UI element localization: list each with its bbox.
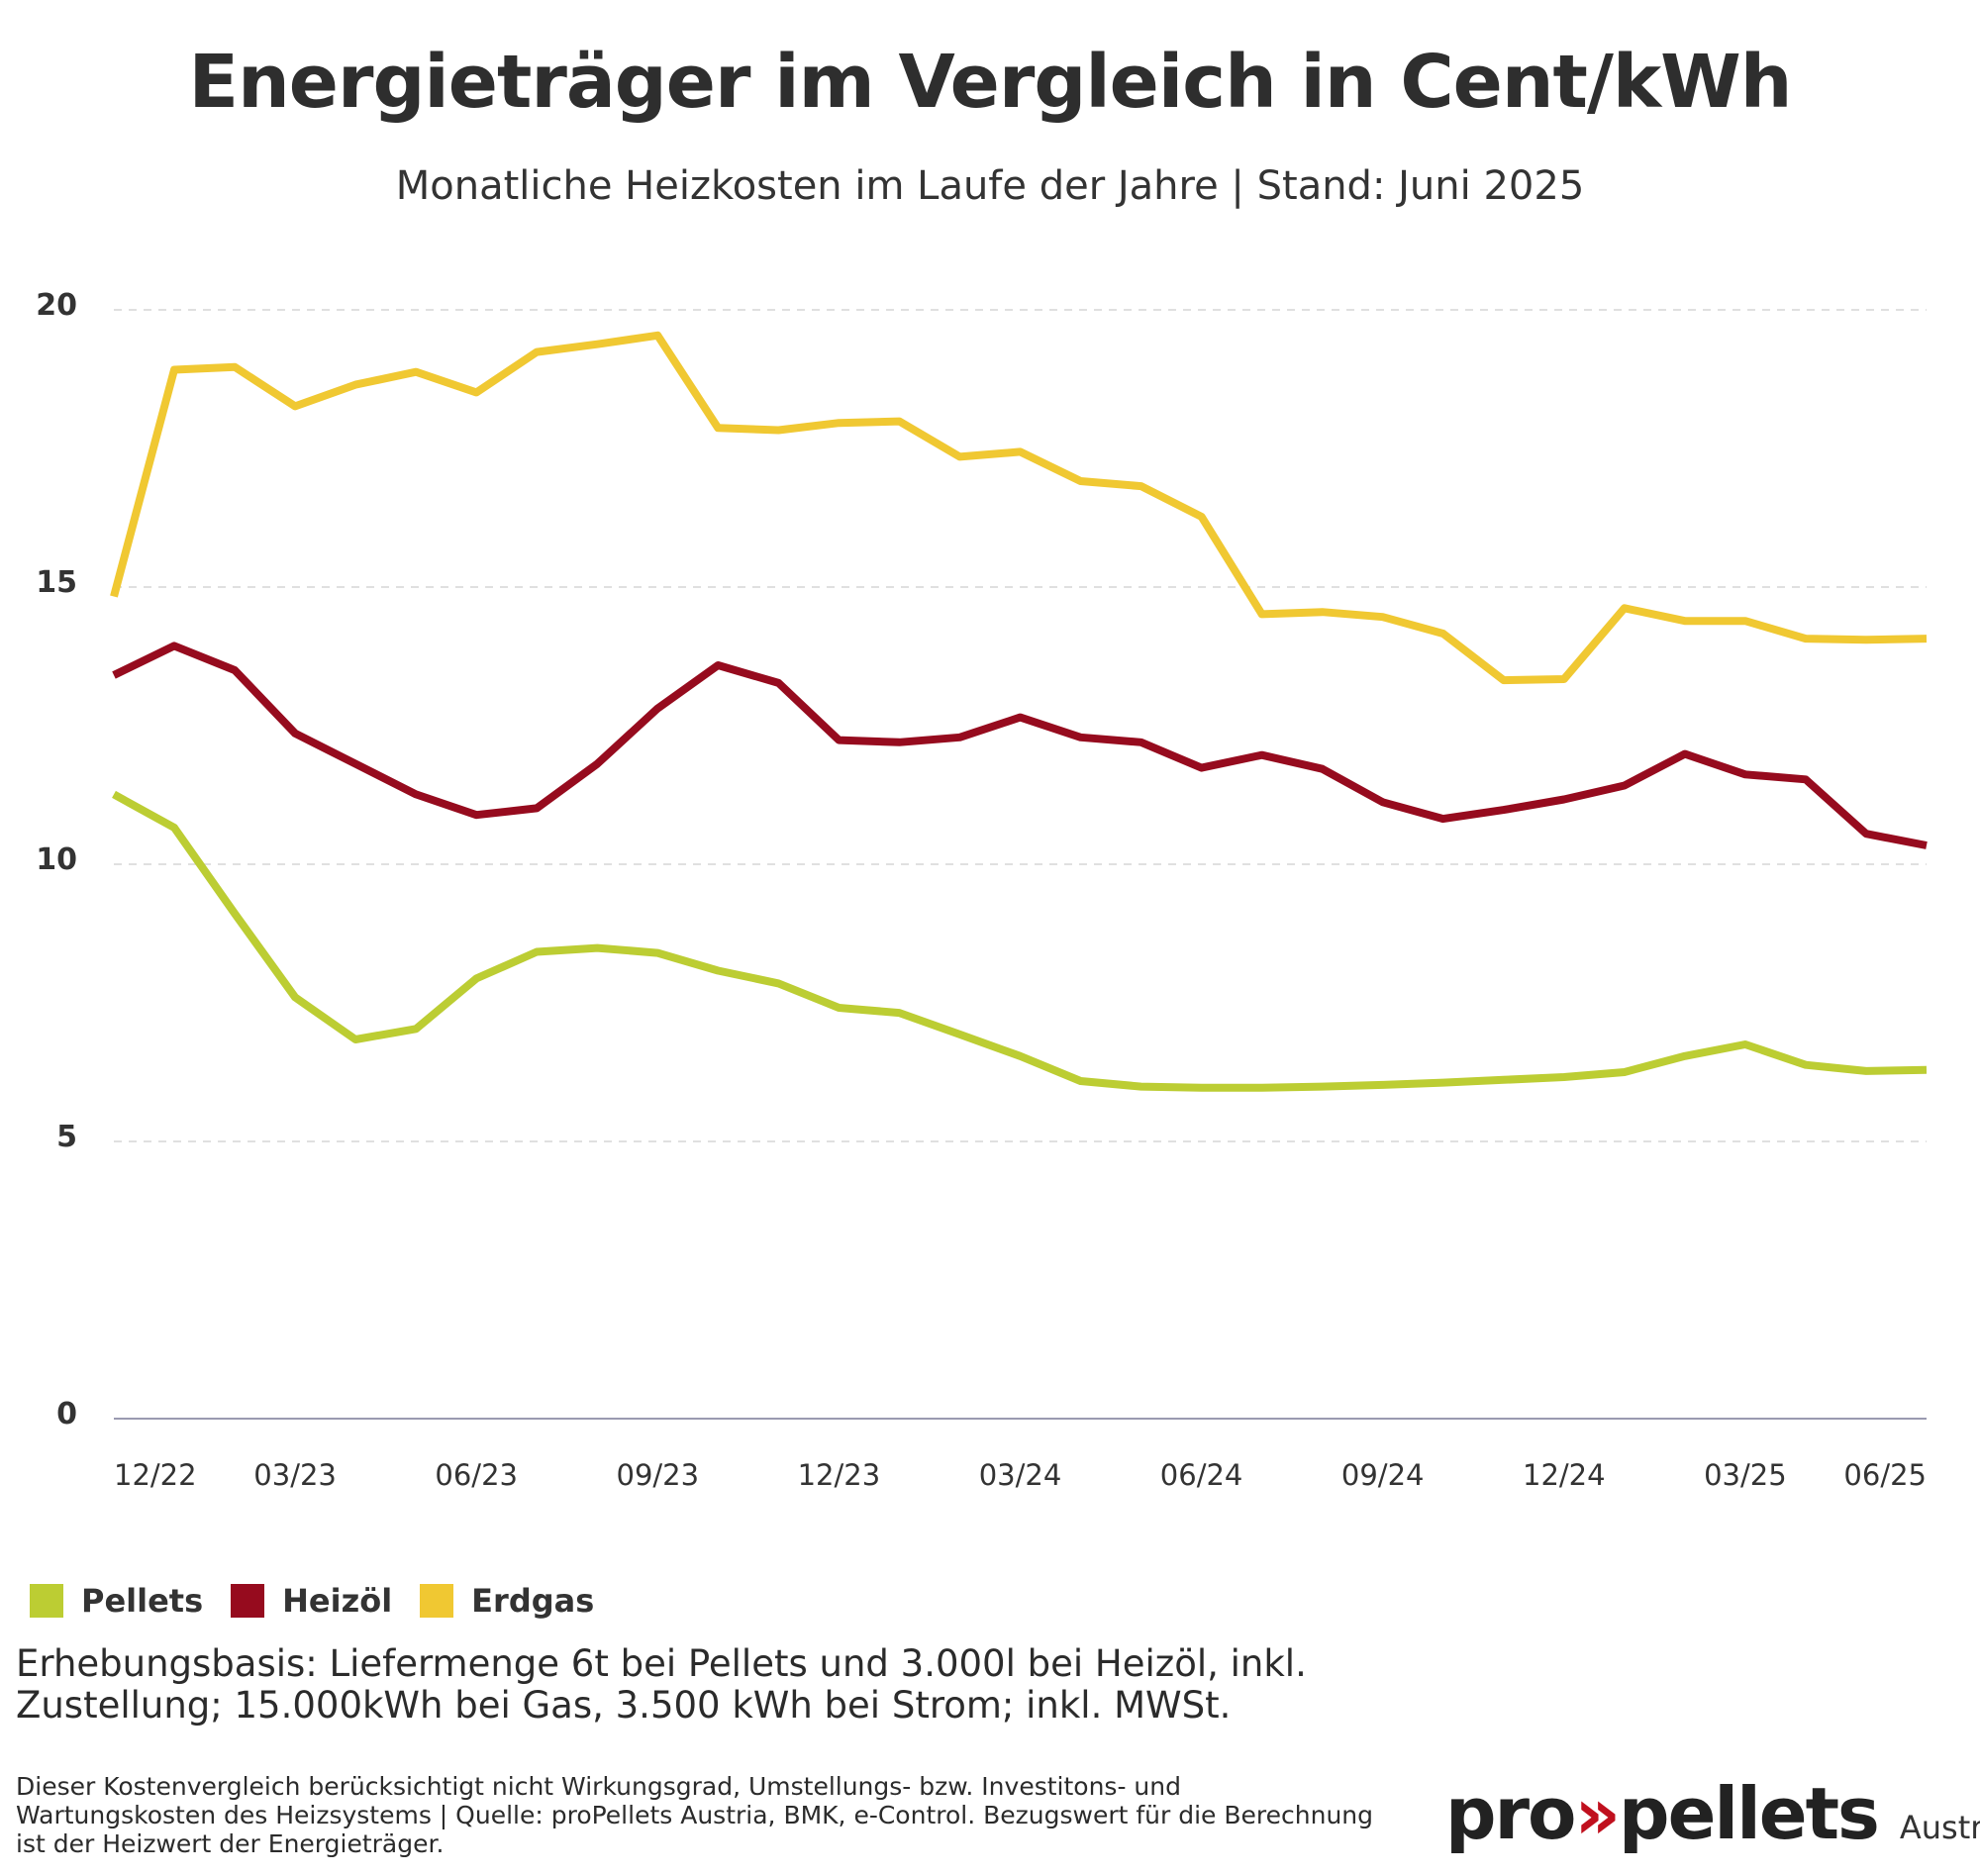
x-tick-label: 06/23 <box>435 1458 518 1492</box>
legend-item: Erdgas <box>420 1582 594 1620</box>
legend-label: Pellets <box>81 1582 204 1620</box>
survey-basis-text: Erhebungsbasis: Liefermenge 6t bei Pelle… <box>16 1642 1307 1727</box>
chart-subtitle: Monatliche Heizkosten im Laufe der Jahre… <box>395 163 1585 209</box>
legend-swatch <box>231 1584 265 1618</box>
x-tick-label: 12/24 <box>1523 1458 1606 1492</box>
x-tick-label: 09/23 <box>617 1458 700 1492</box>
x-tick-label: 03/24 <box>979 1458 1062 1492</box>
x-tick-label: 03/25 <box>1704 1458 1787 1492</box>
x-tick-label: 06/25 <box>1843 1458 1927 1492</box>
logo-text-pro: pro <box>1445 1772 1577 1855</box>
y-tick-label: 20 <box>36 288 77 323</box>
legend-label: Heizöl <box>282 1582 393 1620</box>
disclaimer-note: Dieser Kostenvergleich berücksichtigt ni… <box>16 1772 1374 1858</box>
logo-text-austria: Austria <box>1899 1809 1980 1846</box>
y-tick-label: 10 <box>36 842 77 877</box>
logo-text-pellets: pellets <box>1619 1772 1880 1855</box>
legend-swatch <box>30 1584 63 1618</box>
propellets-logo: pro » pellets Austria <box>1445 1772 1980 1855</box>
x-tick-label: 09/24 <box>1341 1458 1425 1492</box>
y-tick-label: 0 <box>56 1397 77 1432</box>
logo-arrows-icon: » <box>1574 1772 1621 1855</box>
legend-swatch <box>420 1584 454 1618</box>
series-line-pellets <box>112 790 1928 1092</box>
legend-item: Pellets <box>30 1582 203 1620</box>
legend-label: Erdgas <box>471 1582 595 1620</box>
y-tick-label: 15 <box>36 565 77 600</box>
x-tick-label: 03/23 <box>253 1458 337 1492</box>
x-tick-label: 12/22 <box>114 1458 197 1492</box>
y-tick-label: 5 <box>56 1120 77 1154</box>
line-chart: 0 5 10 15 20 12/22 03/23 06/23 09/23 12/23 03/24 06… <box>36 288 1928 1492</box>
legend-item: Heizöl <box>231 1582 392 1620</box>
series-line-heizöl <box>112 642 1928 849</box>
legend: Pellets Heizöl Erdgas <box>30 1582 594 1620</box>
series-line-erdgas <box>110 331 1928 685</box>
chart-title: Energieträger im Vergleich in Cent/kWh <box>188 40 1793 125</box>
x-tick-label: 12/23 <box>798 1458 881 1492</box>
x-tick-label: 06/24 <box>1160 1458 1243 1492</box>
